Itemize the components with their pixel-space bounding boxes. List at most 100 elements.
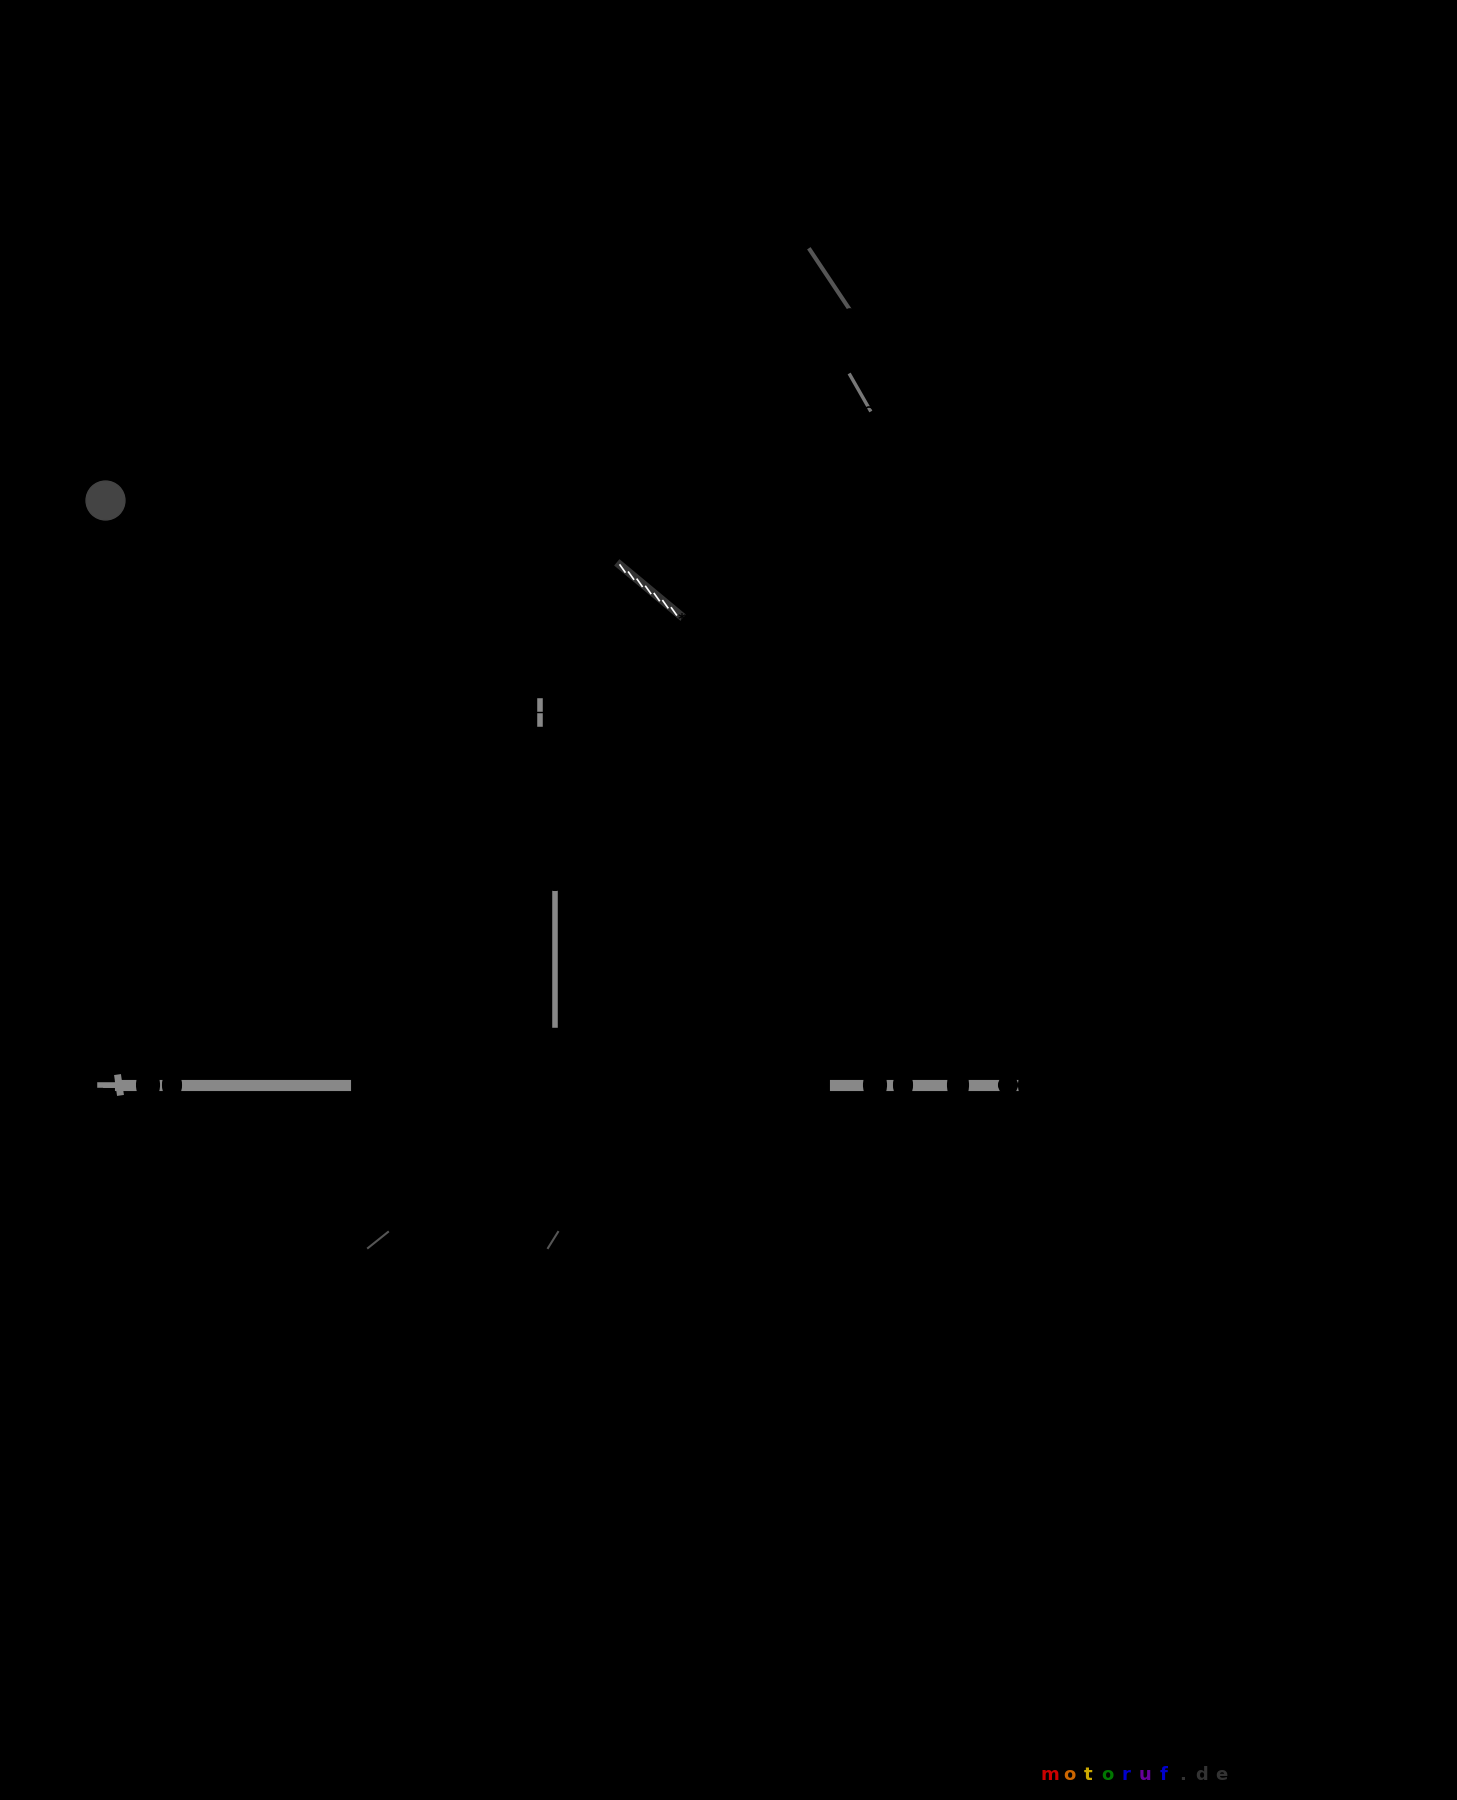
Bar xyxy=(590,295,775,439)
Text: 16: 16 xyxy=(440,495,460,509)
Bar xyxy=(329,959,385,1049)
Ellipse shape xyxy=(143,1078,153,1093)
Ellipse shape xyxy=(946,743,959,758)
Text: 45: 45 xyxy=(0,1451,1,1465)
Ellipse shape xyxy=(870,1078,880,1093)
Text: m: m xyxy=(1040,1766,1059,1784)
Text: on Main Case Assembly: on Main Case Assembly xyxy=(87,848,252,862)
Text: 45: 45 xyxy=(0,1447,17,1462)
Ellipse shape xyxy=(953,1078,963,1093)
Ellipse shape xyxy=(1001,857,1010,864)
Circle shape xyxy=(712,257,728,274)
Circle shape xyxy=(570,340,587,358)
Bar xyxy=(648,940,672,977)
Ellipse shape xyxy=(899,1078,908,1091)
Text: 29: 29 xyxy=(1040,826,1059,841)
Circle shape xyxy=(1034,1384,1126,1476)
Ellipse shape xyxy=(102,1417,128,1444)
Circle shape xyxy=(691,391,710,409)
Text: 44: 44 xyxy=(55,1454,74,1469)
Bar xyxy=(439,940,462,977)
Circle shape xyxy=(568,385,589,405)
Text: 24: 24 xyxy=(1029,670,1048,682)
Text: ***  Ref. Brake Lever Assembly, item 27: *** Ref. Brake Lever Assembly, item 27 xyxy=(58,810,334,824)
Circle shape xyxy=(688,347,702,364)
Circle shape xyxy=(552,702,667,817)
Text: 3: 3 xyxy=(965,142,975,158)
Text: 35: 35 xyxy=(580,893,600,907)
Text: 47: 47 xyxy=(412,1674,428,1687)
Text: 38: 38 xyxy=(516,1264,535,1276)
Ellipse shape xyxy=(108,1424,121,1436)
Bar xyxy=(691,1028,710,1183)
Circle shape xyxy=(672,481,689,499)
Bar xyxy=(578,940,602,977)
Text: 41: 41 xyxy=(178,1055,198,1069)
Circle shape xyxy=(329,947,345,963)
Circle shape xyxy=(1013,1363,1148,1498)
Text: 36: 36 xyxy=(484,686,503,698)
Circle shape xyxy=(146,1361,286,1499)
Text: 21: 21 xyxy=(870,565,890,580)
Text: 20: 20 xyxy=(726,673,745,688)
Bar xyxy=(635,1028,656,1183)
Text: o: o xyxy=(1101,1766,1113,1784)
Bar xyxy=(699,256,730,290)
Circle shape xyxy=(386,1190,404,1208)
Circle shape xyxy=(905,788,915,797)
Bar xyxy=(960,1348,1340,1598)
Ellipse shape xyxy=(1142,1424,1154,1436)
Bar xyxy=(525,1028,545,1183)
Text: 40: 40 xyxy=(136,1058,154,1073)
Bar xyxy=(782,256,812,290)
Circle shape xyxy=(673,277,688,292)
Text: 10: 10 xyxy=(508,421,527,436)
Text: **: ** xyxy=(863,608,879,623)
Circle shape xyxy=(386,1217,404,1235)
Ellipse shape xyxy=(691,430,710,448)
Text: 5: 5 xyxy=(944,423,956,437)
Circle shape xyxy=(517,522,533,538)
Circle shape xyxy=(832,869,848,886)
Text: 28: 28 xyxy=(1062,796,1081,810)
Text: 15: 15 xyxy=(578,427,597,439)
Circle shape xyxy=(661,472,698,508)
Bar xyxy=(800,1028,820,1183)
Circle shape xyxy=(570,295,587,313)
Bar xyxy=(590,439,775,529)
Text: 39: 39 xyxy=(621,1184,640,1199)
Text: 4: 4 xyxy=(915,322,925,338)
Circle shape xyxy=(596,745,625,774)
Circle shape xyxy=(555,659,576,679)
Circle shape xyxy=(390,1220,399,1229)
Circle shape xyxy=(390,1193,399,1202)
Text: 43: 43 xyxy=(19,1420,38,1435)
Text: 31: 31 xyxy=(889,801,908,815)
Bar xyxy=(978,675,1000,704)
Circle shape xyxy=(844,310,857,320)
Ellipse shape xyxy=(1000,1076,1017,1094)
Text: 23: 23 xyxy=(973,506,992,520)
Circle shape xyxy=(541,860,570,889)
Ellipse shape xyxy=(1000,1336,1161,1525)
Circle shape xyxy=(648,457,712,522)
Text: 12: 12 xyxy=(628,470,648,484)
Ellipse shape xyxy=(23,1415,52,1445)
Circle shape xyxy=(344,1022,360,1039)
Bar xyxy=(954,770,1016,815)
Circle shape xyxy=(168,1382,264,1478)
Circle shape xyxy=(695,394,705,405)
Circle shape xyxy=(571,1186,589,1204)
Circle shape xyxy=(753,637,766,652)
Ellipse shape xyxy=(949,747,954,752)
Text: 33: 33 xyxy=(508,628,527,643)
Bar xyxy=(940,821,989,855)
Ellipse shape xyxy=(895,1071,912,1100)
Circle shape xyxy=(988,783,1002,797)
Ellipse shape xyxy=(1008,1345,1151,1516)
Text: 32: 32 xyxy=(848,758,868,772)
Text: ASSEMBLY: ASSEMBLY xyxy=(1110,1361,1199,1375)
Ellipse shape xyxy=(34,1417,63,1444)
Ellipse shape xyxy=(696,436,704,445)
Ellipse shape xyxy=(95,475,117,526)
